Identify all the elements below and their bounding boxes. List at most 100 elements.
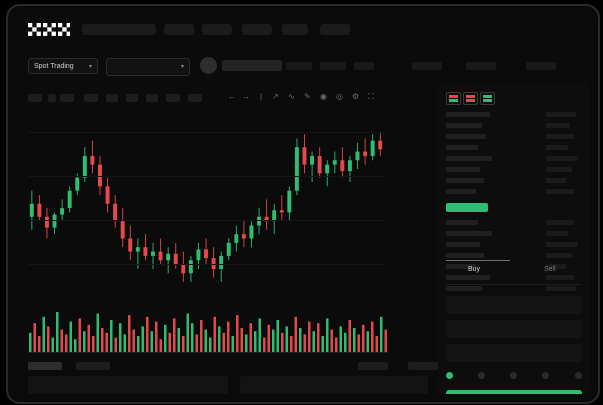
stat-last-price bbox=[286, 62, 312, 70]
app-screen: Spot Trading ▾ ▾ bbox=[14, 12, 590, 394]
indicator-button-3[interactable] bbox=[166, 94, 180, 102]
nav-buy-crypto[interactable] bbox=[164, 24, 194, 35]
volume-svg bbox=[28, 312, 388, 353]
orderbook-ask-amount bbox=[546, 156, 578, 161]
orderbook-bids-tab[interactable] bbox=[480, 92, 495, 105]
indicator-button-1[interactable] bbox=[126, 94, 138, 102]
price-field[interactable] bbox=[446, 296, 582, 314]
nav-markets[interactable] bbox=[202, 24, 232, 35]
orderbook-bid-amount bbox=[546, 264, 566, 269]
arrow-left-icon[interactable]: ← bbox=[228, 92, 236, 101]
open-orders-tab[interactable] bbox=[28, 362, 62, 370]
timeframe-button-5[interactable] bbox=[106, 94, 118, 102]
order-history-tab[interactable] bbox=[76, 362, 110, 370]
hide-others-action[interactable] bbox=[408, 362, 438, 370]
stat-high-24h bbox=[354, 62, 374, 70]
stat-volume-24h bbox=[466, 62, 496, 70]
stat-change-24h bbox=[320, 62, 346, 70]
orderbook-bid-row[interactable] bbox=[446, 286, 482, 291]
orderbook-asks-tab[interactable] bbox=[463, 92, 478, 105]
timeframe-button-4[interactable] bbox=[84, 94, 98, 102]
filter-action[interactable] bbox=[358, 362, 388, 370]
orderbook-ask-amount bbox=[546, 112, 576, 117]
orderbook-ask-row[interactable] bbox=[446, 167, 480, 172]
magnet-icon[interactable]: ◉ bbox=[320, 92, 327, 101]
percent-dot-25[interactable] bbox=[478, 372, 485, 379]
pair-search-input[interactable]: ▾ bbox=[106, 58, 190, 76]
orderbook-bid-row[interactable] bbox=[446, 242, 480, 247]
stat-low-24h bbox=[412, 62, 442, 70]
order-form-tabs: Buy Sell bbox=[446, 262, 582, 285]
orderbook-bid-amount bbox=[546, 286, 576, 291]
stat-volume-quote bbox=[526, 62, 556, 70]
wave-icon[interactable]: ∿ bbox=[288, 92, 295, 101]
orderbook-bid-amount bbox=[546, 253, 572, 258]
orderbook-ask-row[interactable] bbox=[446, 145, 478, 150]
orderbook-bid-row[interactable] bbox=[446, 231, 492, 236]
candles-svg bbox=[29, 132, 383, 282]
orderbook-view-tabs bbox=[446, 92, 506, 105]
percent-slider[interactable] bbox=[446, 372, 582, 380]
orderbook-bid-row[interactable] bbox=[446, 220, 478, 225]
percent-dot-75[interactable] bbox=[542, 372, 549, 379]
orderbook-ask-row[interactable] bbox=[446, 156, 492, 161]
nav-search[interactable] bbox=[82, 24, 156, 35]
orderbook-ask-row[interactable] bbox=[446, 112, 490, 117]
divider-icon: | bbox=[260, 92, 263, 101]
pencil-icon[interactable]: ✎ bbox=[304, 92, 311, 101]
tab-buy[interactable]: Buy bbox=[468, 266, 481, 273]
percent-dot-100[interactable] bbox=[575, 372, 582, 379]
tab-sell[interactable]: Sell bbox=[544, 266, 556, 273]
total-field[interactable] bbox=[446, 344, 582, 362]
indicator-button-4[interactable] bbox=[188, 94, 202, 102]
orderbook-ask-row[interactable] bbox=[446, 189, 476, 194]
timeframe-button-3[interactable] bbox=[60, 94, 74, 102]
tab-active-underline bbox=[446, 260, 510, 261]
orderbook-panel: Buy Sell bbox=[438, 84, 590, 394]
orderbook-ask-amount bbox=[546, 178, 566, 183]
arrow-right-icon[interactable]: → bbox=[242, 92, 250, 101]
chevron-down-icon: ▾ bbox=[180, 64, 184, 70]
orderbook-ask-row[interactable] bbox=[446, 178, 484, 183]
top-navigation-bar bbox=[14, 12, 590, 46]
fullscreen-icon[interactable]: ⛶ bbox=[368, 92, 374, 101]
orderbook-ask-amount bbox=[546, 123, 570, 128]
percent-dot-50[interactable] bbox=[510, 372, 517, 379]
timeframe-button-2[interactable] bbox=[48, 94, 56, 102]
volume-histogram bbox=[28, 308, 388, 356]
okx-logo[interactable] bbox=[28, 23, 70, 36]
trendline-icon[interactable]: ↗ bbox=[272, 92, 279, 101]
orderbook-both-tab[interactable] bbox=[446, 92, 461, 105]
market-subheader: Spot Trading ▾ ▾ bbox=[14, 46, 590, 84]
timeframe-button-1[interactable] bbox=[28, 94, 42, 102]
margin-card[interactable] bbox=[240, 376, 428, 394]
trading-mode-selector[interactable]: Spot Trading ▾ bbox=[28, 58, 98, 74]
bottom-tabs-bar bbox=[28, 360, 438, 372]
nav-earn[interactable] bbox=[282, 24, 308, 35]
orderbook-bid-amount bbox=[546, 275, 574, 280]
nav-trade[interactable] bbox=[242, 24, 272, 35]
orderbook-ask-amount bbox=[546, 134, 574, 139]
price-candlestick-chart[interactable] bbox=[28, 112, 384, 302]
trading-mode-label: Spot Trading bbox=[34, 63, 74, 70]
orderbook-ask-row[interactable] bbox=[446, 123, 482, 128]
orderbook-bid-amount bbox=[546, 242, 578, 247]
indicator-button-2[interactable] bbox=[146, 94, 158, 102]
orderbook-bid-row[interactable] bbox=[446, 275, 490, 280]
orderbook-ask-amount bbox=[546, 167, 572, 172]
amount-field[interactable] bbox=[446, 320, 582, 338]
orderbook-bid-amount bbox=[546, 220, 574, 225]
orderbook-bid-row[interactable] bbox=[446, 253, 484, 258]
eye-icon[interactable]: ◎ bbox=[336, 92, 343, 101]
pair-name-label bbox=[222, 60, 282, 71]
assets-card[interactable] bbox=[28, 376, 228, 394]
orderbook-bid-row[interactable] bbox=[446, 264, 476, 269]
orderbook-spread-price bbox=[446, 203, 488, 212]
nav-more[interactable] bbox=[320, 24, 350, 35]
percent-dot-0[interactable] bbox=[446, 372, 453, 379]
chart-overlay-artifact-inner bbox=[397, 108, 441, 304]
orderbook-ask-row[interactable] bbox=[446, 134, 486, 139]
trash-icon[interactable]: ⚙ bbox=[352, 92, 360, 101]
submit-buy-button[interactable] bbox=[446, 390, 582, 394]
